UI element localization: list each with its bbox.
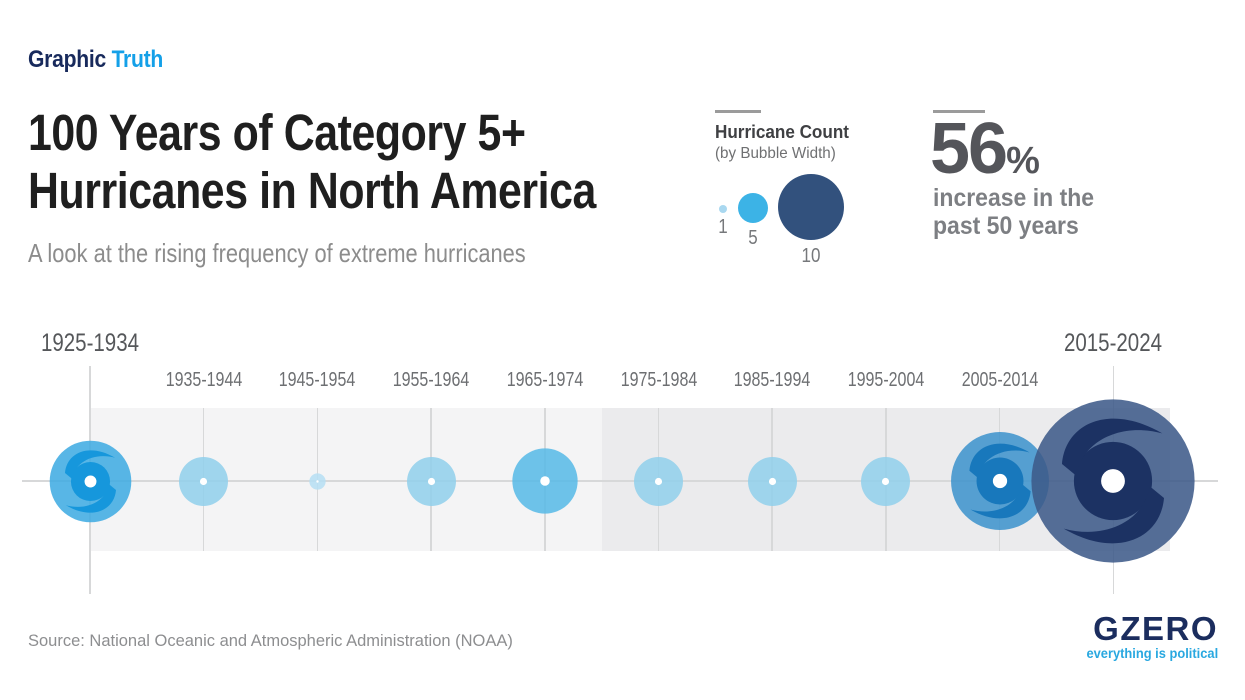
stat-caption: increase in the past 50 years xyxy=(933,184,1094,240)
decade-label: 2015-2024 xyxy=(1064,329,1163,357)
stat-caption-line-1: increase in the xyxy=(933,184,1095,212)
hurricane-bubble xyxy=(861,456,911,506)
title-line-1: 100 Years of Category 5+ xyxy=(28,104,526,161)
legend-title: Hurricane Count xyxy=(715,122,849,142)
hurricane-bubble xyxy=(1031,399,1195,563)
legend-bubble xyxy=(719,205,727,213)
legend-dash xyxy=(715,110,761,113)
legend-bubble xyxy=(738,193,768,223)
bubble-center-dot xyxy=(992,473,1007,489)
bubble-center-dot xyxy=(84,475,96,487)
stat-dash xyxy=(933,110,985,113)
bubble-center-dot xyxy=(1101,469,1126,493)
decade-label: 1925-1934 xyxy=(40,329,140,357)
decade-label: 1935-1944 xyxy=(165,369,242,391)
source-note: Source: National Oceanic and Atmospheric… xyxy=(28,631,513,650)
hurricane-bubble xyxy=(406,456,456,506)
stat-block: 56% xyxy=(930,113,1040,185)
title-line-2: Hurricanes in North America xyxy=(28,162,596,219)
bubble-center-dot xyxy=(427,477,435,485)
decade-label: 1965-1974 xyxy=(506,369,584,391)
timeline-baseline xyxy=(22,480,1218,482)
hurricane-bubble xyxy=(950,432,1049,530)
gzero-logo: GZERO everything is political xyxy=(1075,612,1218,661)
bubble-center-dot xyxy=(540,476,550,486)
stat-caption-line-2: past 50 years xyxy=(933,212,1079,240)
decade-label: 2005-2014 xyxy=(961,369,1038,391)
hurricane-bubble xyxy=(309,472,326,490)
decade-label: 1995-2004 xyxy=(847,369,925,391)
gzero-tagline: everything is political xyxy=(1086,645,1218,661)
kicker-graphic: Graphic xyxy=(28,46,106,73)
gzero-wordmark: GZERO xyxy=(1093,610,1218,647)
legend-bubble-label: 10 xyxy=(801,245,821,267)
decade-label: 1975-1984 xyxy=(620,369,697,391)
decade-label: 1955-1964 xyxy=(392,369,470,391)
stat-value: 56 xyxy=(930,109,1008,189)
hurricane-bubble xyxy=(49,440,131,522)
hurricane-bubble xyxy=(512,448,578,514)
legend-subtitle: (by Bubble Width) xyxy=(715,145,836,162)
bubble-center-dot xyxy=(200,477,208,485)
stat-percent-sign: % xyxy=(1006,140,1040,182)
kicker-truth: Truth xyxy=(111,46,164,73)
kicker: Graphic Truth xyxy=(28,46,163,74)
bubble-center-dot xyxy=(768,477,776,485)
page-subtitle: A look at the rising frequency of extrem… xyxy=(28,238,526,268)
decade-label: 1945-1954 xyxy=(279,369,356,391)
hurricane-bubble xyxy=(634,456,683,506)
bubble-center-dot xyxy=(316,479,319,483)
page-title: 100 Years of Category 5+ Hurricanes in N… xyxy=(28,104,596,220)
bubble-center-dot xyxy=(882,477,890,485)
legend-bubble-label: 5 xyxy=(748,227,758,249)
hurricane-bubble xyxy=(179,456,229,506)
bubble-center-dot xyxy=(654,477,663,485)
hurricane-bubble xyxy=(747,456,797,506)
legend-bubble-label: 1 xyxy=(718,216,728,238)
legend-bubble xyxy=(778,174,844,240)
decade-label: 1985-1994 xyxy=(733,369,811,391)
